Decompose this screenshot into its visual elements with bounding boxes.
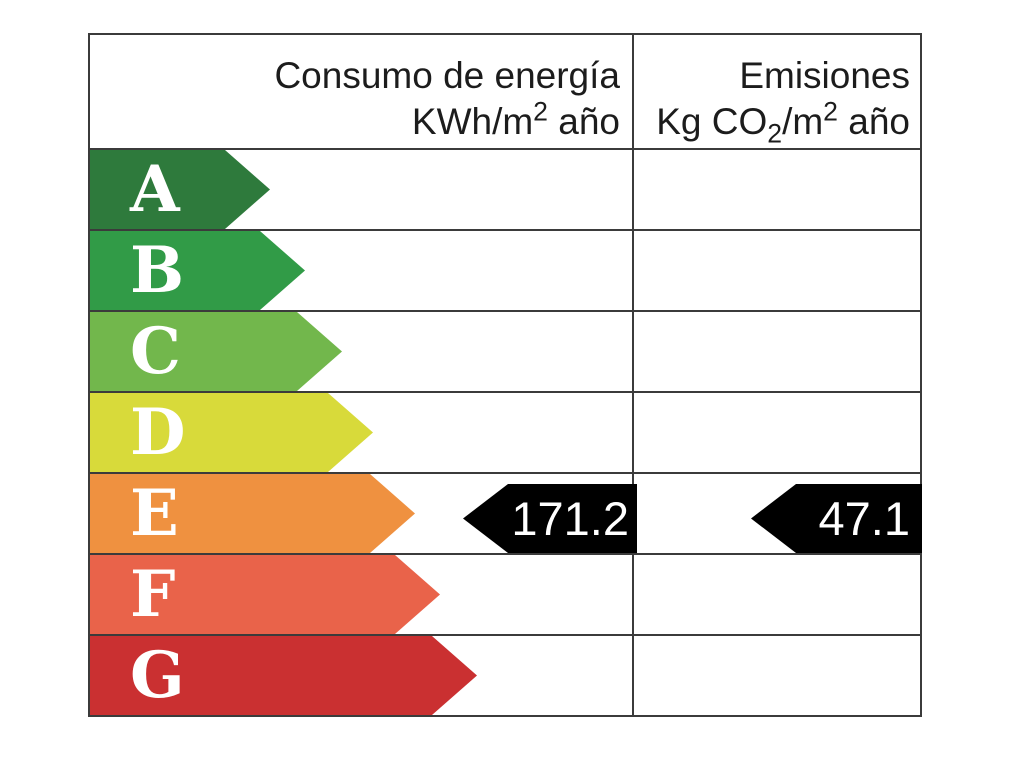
consumption-title: Consumo de energía — [274, 55, 620, 96]
header-consumption-cell: Consumo de energía KWh/m2 año — [90, 35, 632, 148]
rating-letter: A — [130, 151, 180, 227]
header-row: Consumo de energía KWh/m2 año Emisiones … — [90, 35, 920, 148]
rating-letter: C — [130, 313, 181, 389]
ratings-grid: A B C D E F G 171.2 47. — [90, 148, 922, 715]
rating-row: A — [90, 148, 920, 229]
emissions-value: 47.1 — [818, 492, 910, 545]
superscript-2: 2 — [533, 96, 548, 127]
rating-letter: B — [130, 232, 185, 308]
rating-letter: G — [130, 637, 185, 713]
rating-row: G — [90, 634, 920, 715]
consumption-unit: KWh/m2 año — [411, 96, 620, 142]
column-divider — [632, 35, 634, 715]
rating-row: B — [90, 229, 920, 310]
rating-row: D — [90, 391, 920, 472]
rating-bar-arrow: E — [90, 474, 415, 553]
energy-label-table: Consumo de energía KWh/m2 año Emisiones … — [88, 33, 922, 717]
rating-letter: E — [130, 475, 179, 551]
emissions-unit: Kg CO2/m2 año — [656, 96, 910, 149]
subscript-2: 2 — [767, 118, 783, 149]
rating-bar-arrow: G — [90, 636, 477, 715]
rating-row: E — [90, 472, 920, 553]
rating-letter: F — [130, 556, 176, 632]
rating-bar-arrow: D — [90, 393, 373, 472]
consumption-value: 171.2 — [511, 492, 629, 545]
rating-bar-arrow: B — [90, 231, 305, 310]
rating-bar-arrow: A — [90, 150, 270, 229]
rating-bar-arrow: F — [90, 555, 440, 634]
superscript-2: 2 — [823, 96, 838, 127]
rating-letter: D — [130, 394, 186, 470]
emissions-title: Emisiones — [739, 55, 910, 96]
rating-bar-arrow: C — [90, 312, 342, 391]
rating-row: C — [90, 310, 920, 391]
rating-row: F — [90, 553, 920, 634]
header-emissions-cell: Emisiones Kg CO2/m2 año — [632, 35, 920, 148]
